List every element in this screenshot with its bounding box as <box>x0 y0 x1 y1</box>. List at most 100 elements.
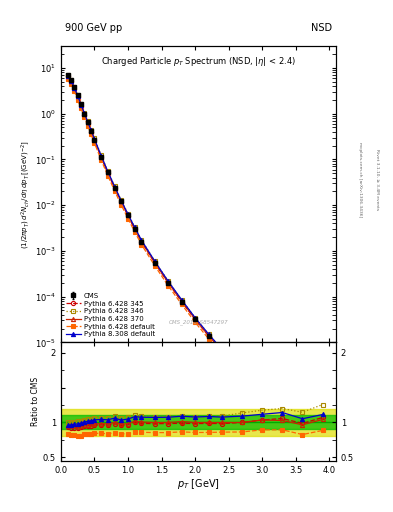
Pythia 8.308 default <box>112 183 117 189</box>
Pythia 6.428 346 <box>139 237 144 243</box>
Pythia 6.428 default <box>75 96 80 102</box>
Pythia 8.308 default <box>99 153 103 159</box>
Pythia 6.428 370 <box>300 423 305 430</box>
Pythia 8.308 default <box>320 436 325 442</box>
Pythia 6.428 default <box>65 76 70 82</box>
Pythia 6.428 346 <box>85 118 90 124</box>
Line: Pythia 8.308 default: Pythia 8.308 default <box>66 74 325 441</box>
Pythia 6.428 370 <box>240 369 244 375</box>
Pythia 6.428 default <box>112 188 117 194</box>
Pythia 6.428 370 <box>139 238 144 244</box>
Pythia 6.428 346 <box>320 433 325 439</box>
Y-axis label: Ratio to CMS: Ratio to CMS <box>31 377 40 426</box>
Pythia 8.308 default <box>75 93 80 99</box>
Pythia 6.428 370 <box>82 111 87 117</box>
Pythia 6.428 345 <box>79 102 83 109</box>
Pythia 6.428 346 <box>75 92 80 98</box>
Pythia 6.428 default <box>240 372 244 378</box>
Pythia 8.308 default <box>206 331 211 337</box>
Pythia 6.428 345 <box>65 73 70 79</box>
Pythia 6.428 345 <box>126 213 130 219</box>
Text: Rivet 3.1.10, ≥ 3.4M events: Rivet 3.1.10, ≥ 3.4M events <box>375 148 379 210</box>
Pythia 6.428 default <box>280 408 285 414</box>
Pythia 6.428 370 <box>152 260 157 266</box>
Pythia 6.428 346 <box>92 136 97 142</box>
Pythia 6.428 345 <box>320 436 325 442</box>
Pythia 8.308 default <box>193 315 197 321</box>
Pythia 6.428 default <box>85 123 90 129</box>
Pythia 6.428 345 <box>82 112 87 118</box>
Pythia 6.428 346 <box>72 84 77 90</box>
Pythia 6.428 345 <box>69 78 73 84</box>
Pythia 6.428 default <box>320 440 325 446</box>
Pythia 6.428 346 <box>240 367 244 373</box>
Text: NSD: NSD <box>311 23 332 33</box>
Pythia 6.428 370 <box>75 94 80 100</box>
Pythia 6.428 default <box>193 319 197 325</box>
Pythia 8.308 default <box>119 198 124 204</box>
Pythia 6.428 370 <box>179 298 184 304</box>
Pythia 6.428 370 <box>220 348 224 354</box>
Pythia 6.428 346 <box>166 278 171 284</box>
Text: Charged Particle $p_T$ Spectrum (NSD, $|\eta|$ < 2.4): Charged Particle $p_T$ Spectrum (NSD, $|… <box>101 55 296 68</box>
Pythia 6.428 345 <box>300 423 305 429</box>
Pythia 6.428 346 <box>79 101 83 107</box>
Legend: CMS, Pythia 6.428 345, Pythia 6.428 346, Pythia 6.428 370, Pythia 6.428 default,: CMS, Pythia 6.428 345, Pythia 6.428 346,… <box>64 291 156 339</box>
Pythia 6.428 345 <box>99 154 103 160</box>
Pythia 8.308 default <box>65 73 70 79</box>
Pythia 6.428 346 <box>179 297 184 303</box>
Pythia 6.428 370 <box>99 154 103 160</box>
Pythia 6.428 345 <box>179 298 184 305</box>
Pythia 8.308 default <box>89 127 94 134</box>
Pythia 8.308 default <box>79 101 83 108</box>
Pythia 6.428 370 <box>85 120 90 126</box>
Pythia 8.308 default <box>166 279 171 285</box>
Pythia 6.428 default <box>139 242 144 248</box>
Pythia 6.428 346 <box>119 197 124 203</box>
Pythia 6.428 default <box>72 88 77 94</box>
Pythia 6.428 default <box>106 173 110 179</box>
Pythia 6.428 346 <box>152 258 157 264</box>
Pythia 6.428 345 <box>152 260 157 266</box>
Pythia 8.308 default <box>240 368 244 374</box>
Pythia 6.428 default <box>89 132 94 138</box>
Pythia 6.428 370 <box>69 78 73 84</box>
Pythia 6.428 346 <box>106 168 110 174</box>
Bar <box>61 409 336 436</box>
Pythia 6.428 346 <box>206 331 211 337</box>
Pythia 6.428 default <box>260 391 264 397</box>
Pythia 8.308 default <box>300 421 305 428</box>
Pythia 6.428 346 <box>220 346 224 352</box>
Pythia 6.428 346 <box>132 224 137 230</box>
Pythia 8.308 default <box>132 224 137 230</box>
Pythia 8.308 default <box>260 386 264 392</box>
Pythia 6.428 370 <box>193 316 197 322</box>
Pythia 6.428 default <box>92 140 97 146</box>
Pythia 6.428 345 <box>119 199 124 205</box>
Pythia 6.428 370 <box>206 333 211 339</box>
Pythia 6.428 default <box>300 426 305 433</box>
Pythia 6.428 346 <box>82 110 87 116</box>
Pythia 6.428 345 <box>166 280 171 286</box>
Pythia 8.308 default <box>220 346 224 352</box>
Pythia 8.308 default <box>139 237 144 243</box>
Pythia 6.428 346 <box>69 76 73 82</box>
Pythia 6.428 default <box>166 283 171 289</box>
Pythia 6.428 346 <box>65 72 70 78</box>
Pythia 8.308 default <box>152 258 157 264</box>
Pythia 6.428 370 <box>280 406 285 412</box>
Pythia 6.428 346 <box>99 152 103 158</box>
Pythia 6.428 346 <box>300 420 305 426</box>
Pythia 6.428 346 <box>193 314 197 321</box>
Pythia 6.428 370 <box>92 137 97 143</box>
Pythia 8.308 default <box>82 111 87 117</box>
Text: 900 GeV pp: 900 GeV pp <box>65 23 122 33</box>
Pythia 8.308 default <box>92 136 97 142</box>
Pythia 6.428 370 <box>320 437 325 443</box>
Pythia 8.308 default <box>69 77 73 83</box>
Pythia 6.428 346 <box>112 183 117 189</box>
Pythia 6.428 default <box>99 157 103 163</box>
X-axis label: $p_T$ [GeV]: $p_T$ [GeV] <box>177 477 220 492</box>
Pythia 8.308 default <box>126 211 130 218</box>
Pythia 6.428 345 <box>260 388 264 394</box>
